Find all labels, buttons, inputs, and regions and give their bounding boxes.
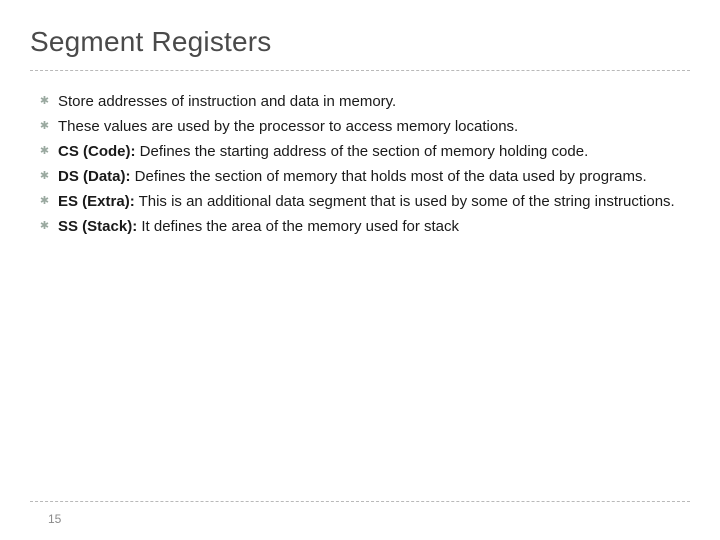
slide-title: Segment Registers	[30, 26, 690, 58]
list-item-text: SS (Stack): It defines the area of the m…	[58, 216, 690, 237]
list-item-text: These values are used by the processor t…	[58, 116, 690, 137]
bullet-icon: ✱	[30, 91, 58, 112]
bullet-icon: ✱	[30, 166, 58, 187]
list-item: ✱ DS (Data): Defines the section of memo…	[30, 166, 690, 187]
divider-top	[30, 70, 690, 71]
list-item: ✱ ES (Extra): This is an additional data…	[30, 191, 690, 212]
list-item-text: Store addresses of instruction and data …	[58, 91, 690, 112]
list-item-text: ES (Extra): This is an additional data s…	[58, 191, 690, 212]
bullet-icon: ✱	[30, 116, 58, 137]
bullet-icon: ✱	[30, 216, 58, 237]
bullet-icon: ✱	[30, 141, 58, 162]
list-item: ✱ CS (Code): Defines the starting addres…	[30, 141, 690, 162]
list-item-text: CS (Code): Defines the starting address …	[58, 141, 690, 162]
list-item-text: DS (Data): Defines the section of memory…	[58, 166, 690, 187]
divider-bottom	[30, 501, 690, 502]
list-item: ✱ Store addresses of instruction and dat…	[30, 91, 690, 112]
list-item: ✱ These values are used by the processor…	[30, 116, 690, 137]
bullet-icon: ✱	[30, 191, 58, 212]
page-number: 15	[48, 512, 61, 526]
slide: Segment Registers ✱ Store addresses of i…	[0, 0, 720, 540]
bullet-list: ✱ Store addresses of instruction and dat…	[30, 91, 690, 237]
list-item: ✱ SS (Stack): It defines the area of the…	[30, 216, 690, 237]
